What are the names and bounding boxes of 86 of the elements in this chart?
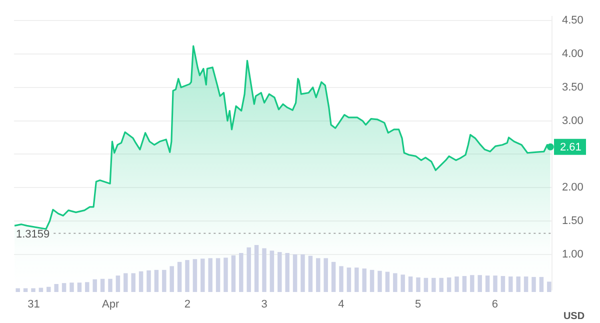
bar — [516, 276, 520, 292]
bar — [439, 278, 444, 292]
bar — [224, 258, 228, 292]
bar — [77, 282, 82, 292]
bar — [278, 252, 282, 292]
bar — [524, 276, 528, 292]
bar — [393, 273, 398, 292]
bar — [231, 255, 236, 292]
y-tick-label: 3.50 — [562, 81, 584, 94]
annotation: 2.61 — [560, 141, 582, 154]
x-tick-label: Apr — [102, 298, 120, 310]
bar — [92, 279, 97, 292]
bar — [316, 258, 320, 292]
bar — [385, 272, 390, 292]
bar — [154, 270, 159, 292]
bar — [378, 270, 382, 292]
bar — [16, 288, 20, 292]
x-tick-label: 5 — [414, 298, 422, 310]
x-tick-label: 3 — [261, 298, 268, 310]
bar — [424, 278, 428, 292]
bar — [100, 278, 105, 292]
bar — [508, 276, 513, 292]
bar — [177, 262, 182, 292]
bar — [108, 278, 112, 292]
y-tick-label: 4.00 — [562, 48, 584, 60]
bar — [346, 268, 352, 292]
bar — [216, 258, 220, 292]
bar — [339, 266, 344, 292]
bar — [262, 248, 266, 292]
bar — [246, 247, 251, 292]
bar — [370, 270, 374, 292]
bar — [239, 252, 244, 292]
bar — [432, 278, 436, 292]
bar — [31, 288, 36, 292]
bar — [162, 270, 166, 292]
bar — [485, 276, 490, 292]
bar — [539, 276, 544, 292]
bar — [254, 245, 259, 292]
bar — [416, 277, 420, 292]
bar — [547, 282, 552, 292]
x-tick-label: 31 — [28, 298, 40, 310]
x-tick-label: 4 — [338, 298, 344, 310]
bar — [478, 275, 482, 292]
bar — [285, 252, 290, 292]
bar — [446, 277, 452, 292]
x-tick-label: 6 — [492, 298, 498, 310]
bar — [170, 266, 174, 292]
y-tick-label: 1.50 — [562, 215, 584, 228]
bar — [532, 276, 536, 292]
y-tick-label: 3.00 — [562, 114, 584, 127]
bar — [354, 268, 359, 292]
bar — [124, 273, 128, 292]
bar — [362, 268, 366, 292]
bar — [470, 275, 474, 292]
bar — [185, 260, 190, 292]
x-tick-label: 2 — [184, 298, 191, 310]
bar — [408, 276, 413, 292]
bar — [270, 250, 274, 292]
bar — [500, 276, 506, 292]
bar — [70, 282, 74, 292]
y-tick-label: 1.00 — [562, 248, 584, 260]
bar — [116, 276, 120, 292]
bar — [400, 274, 405, 292]
bar — [308, 256, 313, 292]
y-tick-label: 4.50 — [562, 14, 584, 27]
bar — [331, 262, 336, 292]
bar — [23, 288, 28, 292]
y-axis-title: USD — [563, 311, 585, 322]
bar — [62, 283, 66, 292]
bar — [131, 273, 136, 292]
bar — [462, 276, 467, 292]
bar — [300, 254, 305, 292]
bar — [292, 254, 298, 292]
y-tick-label: 2.00 — [562, 182, 584, 194]
bar — [85, 282, 90, 292]
bar — [200, 258, 205, 292]
bar — [54, 284, 58, 292]
bar — [454, 276, 459, 292]
bar — [138, 271, 144, 292]
bar — [208, 258, 212, 292]
bar — [46, 286, 51, 292]
bar — [324, 258, 328, 292]
ref-line-label: 1.3159 — [16, 228, 50, 240]
bar — [192, 259, 198, 292]
bar — [493, 276, 498, 292]
bar — [146, 270, 151, 292]
